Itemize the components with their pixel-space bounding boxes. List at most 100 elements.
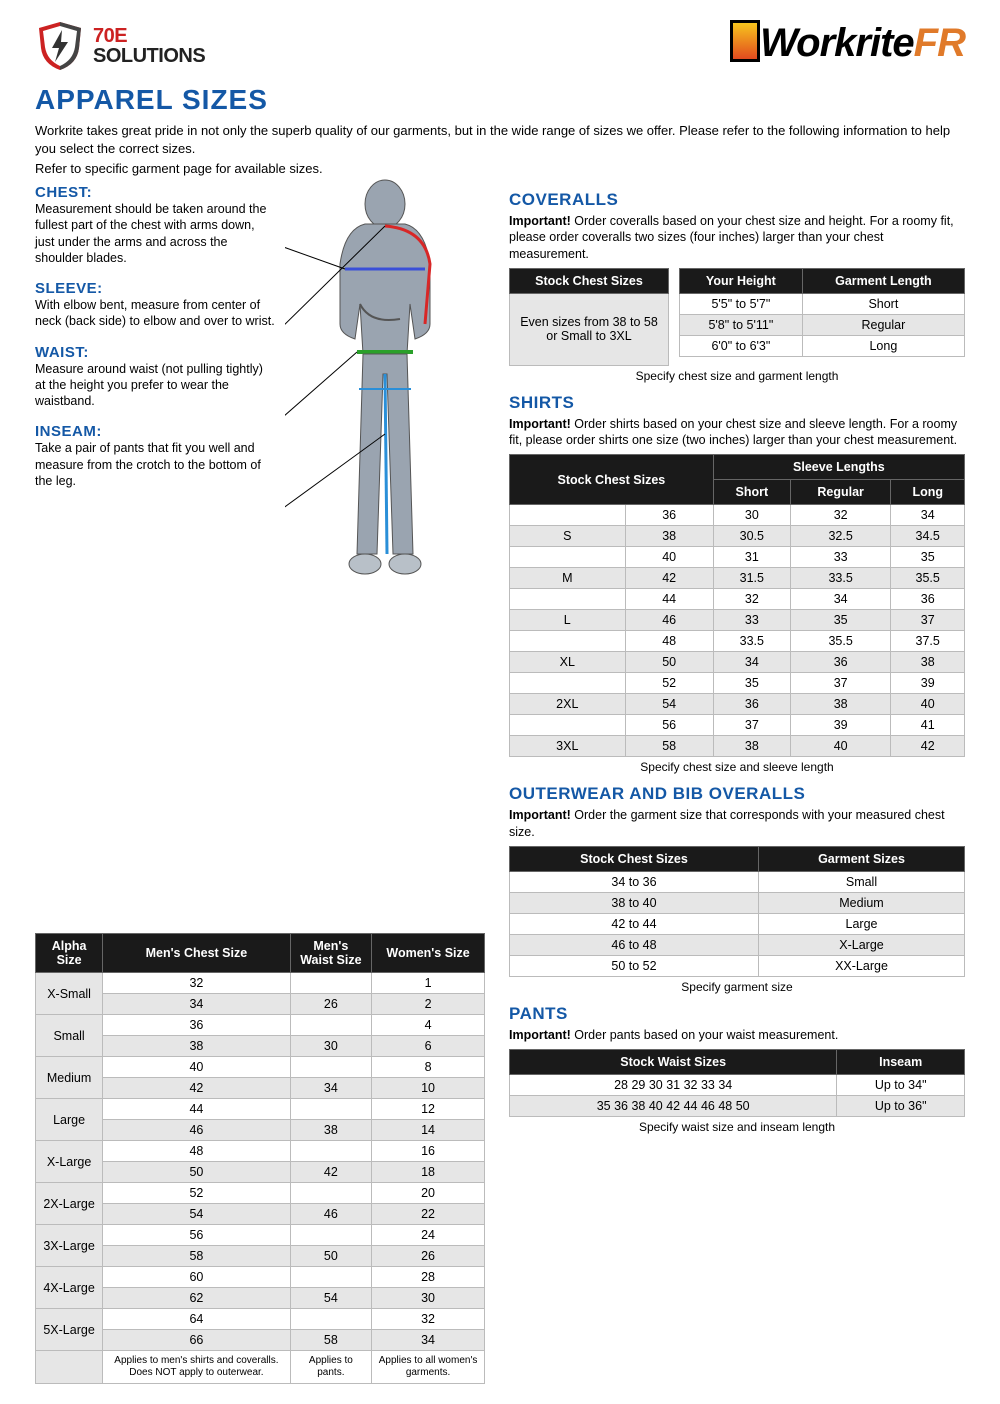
td: Applies to men's shirts and coveralls. D… bbox=[103, 1351, 290, 1384]
chest-desc: Measurement should be taken around the f… bbox=[35, 201, 275, 266]
td: 41 bbox=[891, 715, 965, 736]
waist-desc: Measure around waist (not pulling tightl… bbox=[35, 361, 275, 410]
td: Even sizes from 38 to 58 or Small to 3XL bbox=[510, 293, 669, 365]
alpha-size-table: Alpha SizeMen's Chest SizeMen's Waist Si… bbox=[35, 933, 485, 1384]
td: 30 bbox=[713, 505, 790, 526]
td: 6'0" to 6'3" bbox=[680, 335, 803, 356]
td bbox=[290, 1267, 371, 1288]
td: 35 bbox=[713, 673, 790, 694]
th: Men's Chest Size bbox=[103, 934, 290, 973]
th: Inseam bbox=[837, 1050, 965, 1075]
td: 58 bbox=[625, 736, 713, 757]
logo-workrite-text: Workrite bbox=[760, 21, 914, 66]
td bbox=[510, 631, 626, 652]
td: 58 bbox=[103, 1246, 290, 1267]
td: Small bbox=[759, 871, 965, 892]
inseam-label: INSEAM: bbox=[35, 423, 275, 440]
td: 32 bbox=[713, 589, 790, 610]
body-figure-icon bbox=[285, 174, 485, 597]
td bbox=[510, 673, 626, 694]
td: Short bbox=[802, 293, 964, 314]
intro-text: Workrite takes great pride in not only t… bbox=[35, 122, 965, 157]
td: 34 to 36 bbox=[510, 871, 759, 892]
td: 3X-Large bbox=[36, 1225, 103, 1267]
td: 12 bbox=[372, 1099, 485, 1120]
td: 32 bbox=[372, 1309, 485, 1330]
td: 32 bbox=[103, 973, 290, 994]
td: 16 bbox=[372, 1141, 485, 1162]
td: Long bbox=[802, 335, 964, 356]
td: 35 bbox=[790, 610, 891, 631]
td: 42 bbox=[625, 568, 713, 589]
td: 64 bbox=[103, 1309, 290, 1330]
measurement-guide: CHEST: Measurement should be taken aroun… bbox=[35, 184, 485, 923]
td: 42 bbox=[891, 736, 965, 757]
coveralls-caption: Specify chest size and garment length bbox=[509, 369, 965, 383]
chest-label: CHEST: bbox=[35, 184, 275, 201]
td: X-Small bbox=[36, 973, 103, 1015]
sleeve-desc: With elbow bent, measure from center of … bbox=[35, 297, 275, 330]
logo-fr-text: FR bbox=[914, 21, 965, 66]
td: XL bbox=[510, 652, 626, 673]
td bbox=[290, 1057, 371, 1078]
td: S bbox=[510, 526, 626, 547]
td: 3XL bbox=[510, 736, 626, 757]
td: 42 bbox=[290, 1162, 371, 1183]
pants-important: Important! Order pants based on your wai… bbox=[509, 1027, 965, 1043]
outerwear-important-text: Order the garment size that corresponds … bbox=[509, 808, 945, 838]
th: Stock Chest Sizes bbox=[510, 455, 714, 505]
waist-label: WAIST: bbox=[35, 344, 275, 361]
td bbox=[290, 1183, 371, 1204]
coveralls-title: COVERALLS bbox=[509, 190, 965, 210]
inseam-desc: Take a pair of pants that fit you well a… bbox=[35, 440, 275, 489]
th: Long bbox=[891, 480, 965, 505]
right-column: COVERALLS Important! Order coveralls bas… bbox=[509, 184, 965, 1384]
td: 38 bbox=[891, 652, 965, 673]
td: 32 bbox=[790, 505, 891, 526]
pants-caption: Specify waist size and inseam length bbox=[509, 1120, 965, 1134]
td: 37 bbox=[891, 610, 965, 631]
td: Medium bbox=[759, 892, 965, 913]
td: 20 bbox=[372, 1183, 485, 1204]
sleeve-label: SLEEVE: bbox=[35, 280, 275, 297]
shirts-table: Stock Chest Sizes Sleeve Lengths ShortRe… bbox=[509, 454, 965, 757]
page-title: APPAREL SIZES bbox=[35, 84, 965, 116]
td: 30.5 bbox=[713, 526, 790, 547]
td: 26 bbox=[290, 994, 371, 1015]
td: 22 bbox=[372, 1204, 485, 1225]
td: 56 bbox=[103, 1225, 290, 1246]
flame-icon bbox=[730, 20, 760, 62]
td: 28 bbox=[372, 1267, 485, 1288]
td: 38 bbox=[290, 1120, 371, 1141]
td: 35.5 bbox=[891, 568, 965, 589]
measure-inseam: INSEAM: Take a pair of pants that fit yo… bbox=[35, 423, 275, 489]
outerwear-important: Important! Order the garment size that c… bbox=[509, 807, 965, 840]
td: 35 36 38 40 42 44 46 48 50 bbox=[510, 1096, 837, 1117]
th: Stock Chest Sizes bbox=[510, 846, 759, 871]
th: Alpha Size bbox=[36, 934, 103, 973]
td: 39 bbox=[790, 715, 891, 736]
td: 46 bbox=[103, 1120, 290, 1141]
pants-table: Stock Waist SizesInseam 28 29 30 31 32 3… bbox=[509, 1049, 965, 1117]
td: 34 bbox=[372, 1330, 485, 1351]
subintro-text: Refer to specific garment page for avail… bbox=[35, 161, 965, 176]
td: 33 bbox=[790, 547, 891, 568]
td: 52 bbox=[103, 1183, 290, 1204]
td: Applies to pants. bbox=[290, 1351, 371, 1384]
th: Your Height bbox=[680, 268, 803, 293]
td: 38 bbox=[625, 526, 713, 547]
td: 40 bbox=[790, 736, 891, 757]
td: Up to 34" bbox=[837, 1075, 965, 1096]
td: 38 bbox=[103, 1036, 290, 1057]
td: 34 bbox=[713, 652, 790, 673]
td: Applies to all women's garments. bbox=[372, 1351, 485, 1384]
td: 30 bbox=[290, 1036, 371, 1057]
td: 10 bbox=[372, 1078, 485, 1099]
logo-workrite: WorkriteFR bbox=[730, 20, 965, 66]
td: 33.5 bbox=[790, 568, 891, 589]
outerwear-table: Stock Chest SizesGarment Sizes 34 to 36S… bbox=[509, 846, 965, 977]
td: 44 bbox=[103, 1099, 290, 1120]
td: 34 bbox=[891, 505, 965, 526]
td bbox=[290, 1309, 371, 1330]
td: L bbox=[510, 610, 626, 631]
